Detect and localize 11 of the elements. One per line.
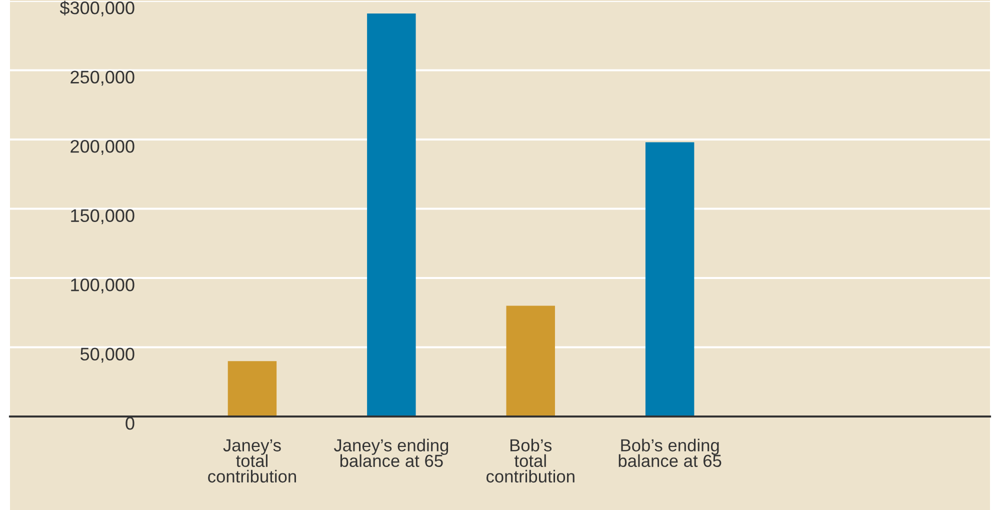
x-tick-label: Bob’s ending balance at 65 xyxy=(618,438,722,468)
y-tick-label: 250,000 xyxy=(70,70,134,86)
x-tick-label: Janey’s total contribution xyxy=(208,439,296,483)
y-tick-label: 100,000 xyxy=(71,278,134,294)
y-tick-label: $300,000 xyxy=(60,0,134,16)
y-tick-label: 150,000 xyxy=(71,209,134,224)
y-tick-label: 200,000 xyxy=(70,140,134,155)
y-tick-label: 50,000 xyxy=(80,348,134,363)
x-tick-label: Janey’s ending balance at 65 xyxy=(334,438,448,468)
y-tick-label: 0 xyxy=(126,416,134,430)
x-tick-label: Bob’s total contribution xyxy=(486,438,574,483)
